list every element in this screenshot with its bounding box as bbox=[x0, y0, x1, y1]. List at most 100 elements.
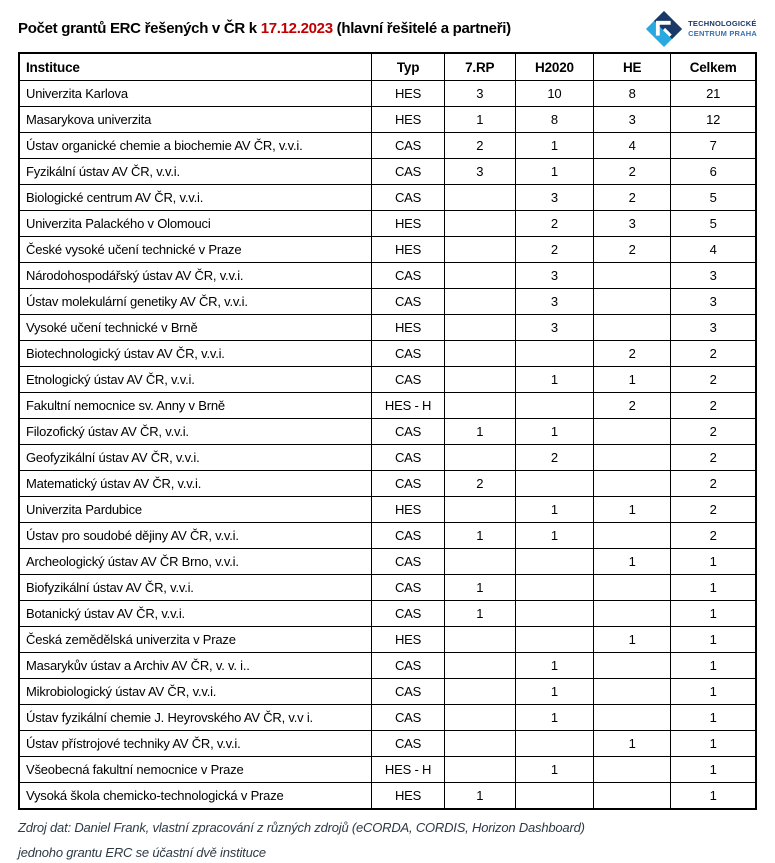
cell-h2020: 3 bbox=[514, 288, 595, 315]
cell-typ: CAS bbox=[371, 522, 445, 549]
cell-h2020: 1 bbox=[514, 366, 595, 393]
logo-line-1: TECHNOLOGICKÉ bbox=[688, 19, 757, 29]
cell-typ: HES bbox=[371, 80, 445, 107]
table-row: Fyzikální ústav AV ČR, v.v.i. CAS 3 1 2 … bbox=[18, 158, 757, 185]
cell-he bbox=[593, 470, 672, 497]
cell-7rp bbox=[443, 704, 516, 731]
logo-line-2: CENTRUM PRAHA bbox=[688, 29, 757, 38]
cell-7rp: 1 bbox=[443, 106, 516, 133]
tc-diamond-icon bbox=[646, 10, 683, 48]
cell-7rp bbox=[443, 288, 516, 315]
cell-instituce: Geofyzikální ústav AV ČR, v.v.i. bbox=[18, 444, 373, 471]
cell-h2020: 1 bbox=[514, 158, 595, 185]
table-row: Česká zemědělská univerzita v Praze HES … bbox=[18, 626, 757, 653]
tc-praha-logo: TECHNOLOGICKÉ CENTRUM PRAHA bbox=[645, 10, 757, 48]
cell-celkem: 1 bbox=[670, 574, 757, 601]
cell-celkem: 21 bbox=[670, 80, 757, 107]
table-row: Ústav molekulární genetiky AV ČR, v.v.i.… bbox=[18, 288, 757, 315]
cell-h2020: 1 bbox=[514, 132, 595, 159]
cell-he bbox=[593, 522, 672, 549]
col-header-7rp: 7.RP bbox=[443, 52, 516, 81]
cell-7rp bbox=[443, 184, 516, 211]
cell-celkem: 6 bbox=[670, 158, 757, 185]
cell-h2020: 1 bbox=[514, 418, 595, 445]
cell-typ: HES bbox=[371, 496, 445, 523]
cell-he: 2 bbox=[593, 184, 672, 211]
table-row: Botanický ústav AV ČR, v.v.i. CAS 1 1 bbox=[18, 600, 757, 627]
cell-7rp bbox=[443, 548, 516, 575]
title-prefix: Počet grantů ERC řešených v ČR k bbox=[18, 20, 261, 37]
erc-grants-table: Instituce Typ 7.RP H2020 HE Celkem Unive… bbox=[18, 52, 757, 810]
cell-typ: CAS bbox=[371, 600, 445, 627]
cell-typ: CAS bbox=[371, 158, 445, 185]
cell-instituce: Biologické centrum AV ČR, v.v.i. bbox=[18, 184, 373, 211]
cell-7rp bbox=[443, 678, 516, 705]
cell-h2020 bbox=[514, 340, 595, 367]
cell-typ: HES - H bbox=[371, 756, 445, 783]
cell-celkem: 7 bbox=[670, 132, 757, 159]
cell-h2020: 1 bbox=[514, 678, 595, 705]
cell-typ: CAS bbox=[371, 652, 445, 679]
table-header-row: Instituce Typ 7.RP H2020 HE Celkem bbox=[18, 52, 757, 81]
cell-instituce: Mikrobiologický ústav AV ČR, v.v.i. bbox=[18, 678, 373, 705]
cell-celkem: 1 bbox=[670, 652, 757, 679]
table-row: Univerzita Karlova HES 3 10 8 21 bbox=[18, 80, 757, 107]
table-body: Univerzita Karlova HES 3 10 8 21 Masaryk… bbox=[18, 80, 757, 810]
cell-celkem: 5 bbox=[670, 210, 757, 237]
cell-celkem: 1 bbox=[670, 678, 757, 705]
cell-h2020 bbox=[514, 730, 595, 757]
table-row: Masarykův ústav a Archiv AV ČR, v. v. i.… bbox=[18, 652, 757, 679]
cell-he: 1 bbox=[593, 496, 672, 523]
col-header-instituce: Instituce bbox=[18, 52, 373, 81]
cell-he: 2 bbox=[593, 340, 672, 367]
cell-7rp bbox=[443, 314, 516, 341]
cell-celkem: 1 bbox=[670, 782, 757, 810]
table-row: Vysoká škola chemicko-technologická v Pr… bbox=[18, 782, 757, 810]
cell-instituce: Univerzita Karlova bbox=[18, 80, 373, 107]
cell-celkem: 2 bbox=[670, 392, 757, 419]
cell-he: 8 bbox=[593, 80, 672, 107]
cell-he bbox=[593, 418, 672, 445]
tc-praha-logo-text: TECHNOLOGICKÉ CENTRUM PRAHA bbox=[688, 19, 757, 39]
cell-7rp bbox=[443, 366, 516, 393]
table-row: Biotechnologický ústav AV ČR, v.v.i. CAS… bbox=[18, 340, 757, 367]
cell-instituce: Ústav pro soudobé dějiny AV ČR, v.v.i. bbox=[18, 522, 373, 549]
cell-he bbox=[593, 704, 672, 731]
cell-celkem: 4 bbox=[670, 236, 757, 263]
cell-instituce: Fyzikální ústav AV ČR, v.v.i. bbox=[18, 158, 373, 185]
cell-instituce: Archeologický ústav AV ČR Brno, v.v.i. bbox=[18, 548, 373, 575]
cell-7rp bbox=[443, 626, 516, 653]
cell-typ: HES bbox=[371, 210, 445, 237]
table-row: Fakultní nemocnice sv. Anny v Brně HES -… bbox=[18, 392, 757, 419]
cell-instituce: České vysoké učení technické v Praze bbox=[18, 236, 373, 263]
table-row: Matematický ústav AV ČR, v.v.i. CAS 2 2 bbox=[18, 470, 757, 497]
table-row: Ústav pro soudobé dějiny AV ČR, v.v.i. C… bbox=[18, 522, 757, 549]
cell-h2020: 3 bbox=[514, 262, 595, 289]
table-row: Filozofický ústav AV ČR, v.v.i. CAS 1 1 … bbox=[18, 418, 757, 445]
cell-7rp bbox=[443, 210, 516, 237]
cell-7rp: 2 bbox=[443, 132, 516, 159]
cell-h2020 bbox=[514, 470, 595, 497]
cell-instituce: Filozofický ústav AV ČR, v.v.i. bbox=[18, 418, 373, 445]
title-suffix: (hlavní řešitelé a partneři) bbox=[332, 20, 511, 37]
cell-he bbox=[593, 444, 672, 471]
col-header-h2020: H2020 bbox=[514, 52, 595, 81]
cell-typ: CAS bbox=[371, 288, 445, 315]
cell-h2020 bbox=[514, 548, 595, 575]
cell-he: 1 bbox=[593, 548, 672, 575]
cell-he bbox=[593, 756, 672, 783]
cell-h2020: 2 bbox=[514, 444, 595, 471]
cell-instituce: Ústav molekulární genetiky AV ČR, v.v.i. bbox=[18, 288, 373, 315]
cell-celkem: 2 bbox=[670, 418, 757, 445]
cell-typ: CAS bbox=[371, 574, 445, 601]
cell-celkem: 12 bbox=[670, 106, 757, 133]
cell-he: 2 bbox=[593, 236, 672, 263]
cell-instituce: Masarykův ústav a Archiv AV ČR, v. v. i.… bbox=[18, 652, 373, 679]
cell-typ: HES bbox=[371, 106, 445, 133]
cell-instituce: Ústav přístrojové techniky AV ČR, v.v.i. bbox=[18, 730, 373, 757]
cell-h2020 bbox=[514, 392, 595, 419]
cell-celkem: 2 bbox=[670, 444, 757, 471]
cell-celkem: 2 bbox=[670, 366, 757, 393]
title-date: 17.12.2023 bbox=[260, 20, 333, 37]
cell-7rp bbox=[443, 444, 516, 471]
